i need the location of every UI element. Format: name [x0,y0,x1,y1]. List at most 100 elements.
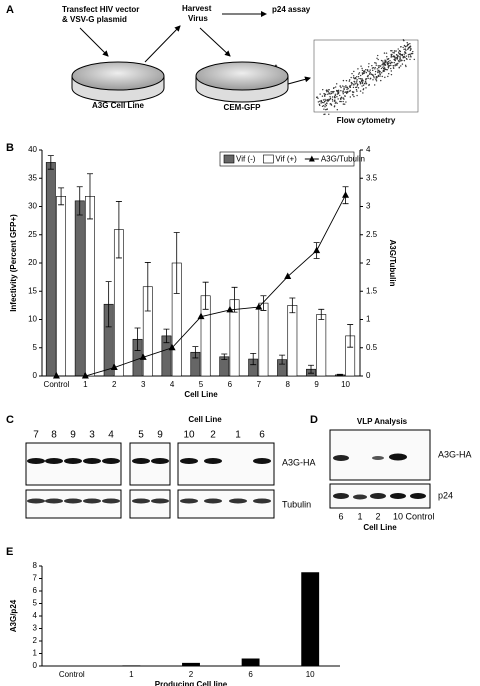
flow-dot [361,85,363,87]
step-label: p24 assay [272,5,311,14]
flow-dot [331,98,334,101]
y-tick-label: 25 [28,230,37,239]
legend-label: Vif (-) [236,155,256,164]
flow-dot [401,53,404,56]
error-bar [115,201,122,259]
flow-dot [375,78,377,81]
y-axis-title: Infectivity (Percent GFP+) [9,214,18,312]
error-bar [289,297,296,314]
flow-dot [407,43,410,46]
flow-dot [330,92,333,95]
flow-dot [393,55,396,58]
flow-dot [360,80,363,83]
flow-dot [373,84,376,86]
flow-dot [357,73,360,75]
bar [85,196,95,377]
legend-symbol [223,154,235,164]
flow-dot [350,76,352,79]
flow-dot [318,103,321,106]
flow-dot [387,58,390,60]
y-tick-label: 30 [28,202,37,211]
flow-dot [346,88,348,91]
flow-dot [361,79,363,81]
flow-dot [330,91,332,93]
flow-dot [392,55,395,58]
band [151,498,169,504]
flow-dot [323,101,325,104]
panel-e: E 0 1 2 3 4 5 6 7 8 A3G/p24 Control 1 2 6 10 Producing C… [6,546,340,686]
flow-dot [392,51,394,54]
flow-dot [337,92,340,95]
marker [226,305,234,313]
flow-dot [389,62,391,64]
flow-dot [353,70,355,73]
flow-dot [323,100,326,103]
flow-dot [381,75,383,78]
flow-dot [349,90,351,93]
blot [129,489,171,519]
flow-dot [364,80,367,83]
lane-label: 3 [89,430,95,441]
band-label: p24 [438,490,453,500]
y-tick-label: 35 [28,173,37,182]
flow-dot [410,48,412,51]
flow-dot [343,87,345,90]
flow-dot [319,100,321,103]
flow-dot [321,101,324,104]
step-label: Transfect HIV vector [62,5,139,14]
flow-dot [352,75,355,77]
flow-dot [385,68,387,71]
flow-dot [356,85,359,87]
lane-label: 1 [235,430,241,441]
y2-tick-label: 3.5 [366,173,378,182]
flow-dot [379,65,382,67]
flow-dot [393,52,395,54]
flow-dot [333,96,336,99]
flow-dot [327,93,329,96]
flow-dot [369,69,371,71]
flow-dot [353,80,355,83]
flow-dot [409,54,412,56]
flow-dot [382,60,384,62]
flow-dot [380,59,383,62]
flow-dot [350,84,353,86]
flow-dot [387,60,390,63]
legend-symbol [263,154,274,164]
flow-dot [355,76,358,78]
bar [241,658,260,666]
flow-dot [401,63,404,65]
step-label: Harvest [182,4,212,13]
flow-dot [358,77,360,80]
flow-dot [400,65,402,67]
flow-dot [375,64,377,66]
flow-dot [383,62,386,64]
flow-dot [392,65,394,67]
error-bar [347,324,354,348]
y-tick-label: 7 [33,574,38,583]
flow-dot [356,80,358,82]
flow-dot [377,75,380,78]
flow-dot [374,68,376,70]
lane-label: 9 [70,430,76,441]
band [102,458,120,464]
flow-dot [346,90,348,93]
flow-dot [362,84,365,86]
band [64,498,82,504]
dish-label: A3G Cell Line [92,101,145,110]
band [83,498,101,504]
flow-dot [326,102,328,105]
flow-dot [390,64,392,67]
flow-dot [387,73,390,75]
flow-dot [362,88,364,91]
lane-label: 10 [183,430,195,441]
x-tick-label: 4 [170,380,175,389]
flow-dot [361,67,363,70]
flow-dot [334,94,337,97]
flow-dot [405,65,407,68]
flow-dot [340,90,342,92]
band-label: A3G-HA [438,449,472,459]
arrow [287,76,311,85]
flow-dot [404,45,407,48]
panel-letter: A [6,4,14,16]
flow-dot [400,60,402,62]
